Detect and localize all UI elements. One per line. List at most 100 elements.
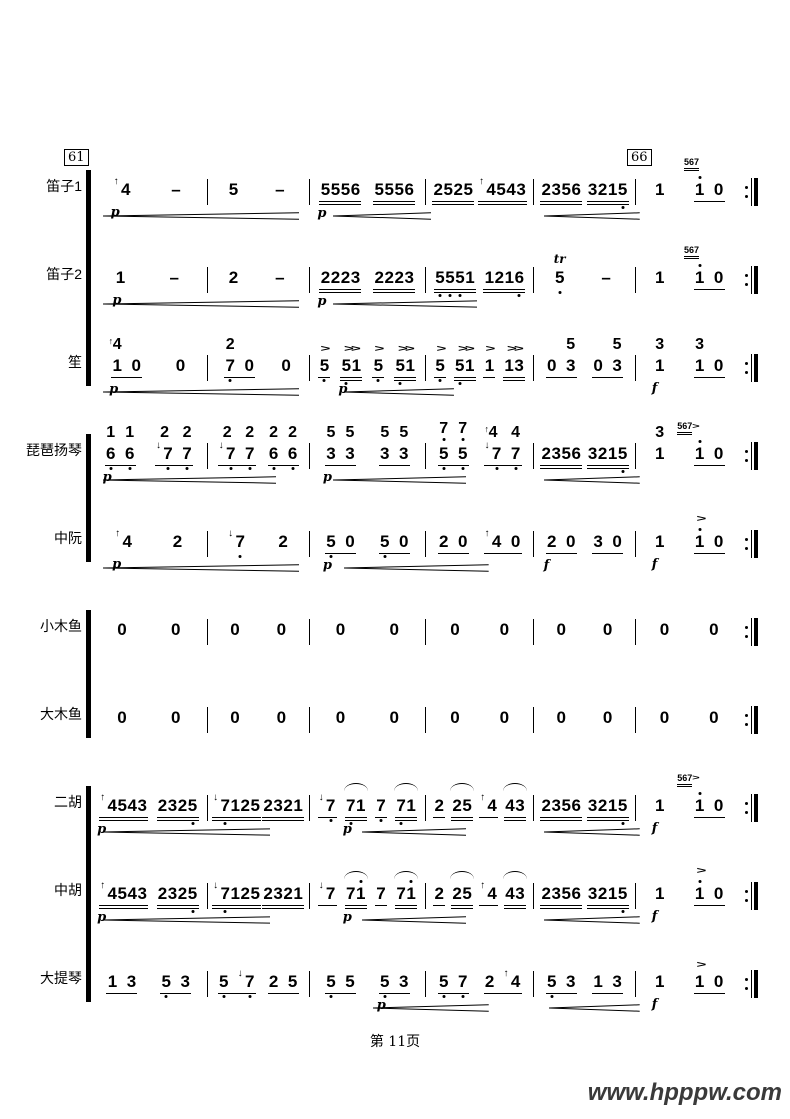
staff-line: 1 3 5 3 5 ↓ 7 2 5 5 5 5 3 p 5 7 2 ↑ 4 5 3 1 3 1 f 1 >0 [90, 938, 758, 1026]
note-digit: 2 [452, 796, 462, 815]
note-group: 0 [708, 708, 720, 728]
note: 0 [389, 620, 399, 640]
beam-line [212, 907, 262, 909]
start-barline [90, 795, 91, 821]
staff-line: 1 p –2–2 2 2 3 p 2 2 2 3 5 5 5 1 1 2 1 6 5 tr –1 1 567 0 [90, 234, 758, 322]
barline [308, 267, 310, 293]
down-arrow-ornament-icon: ↓ [228, 528, 234, 539]
beam-line [395, 907, 418, 909]
rehearsal-mark-61: 61 [64, 149, 89, 166]
grace-notes: 567 [684, 246, 700, 259]
note-digit: 2 [494, 268, 505, 287]
measure: 5 >5 1 >> p 5 >5 1 >> [310, 322, 426, 410]
beam-line [433, 291, 476, 293]
instrument-row: 琵琶扬琴 6 1 6 1 p ↓ 7 2 7 2 ↓ 7 2 7 2 6 2 6 2 3 5 3 5 p 3 5 3 5 5 7 5 7 ↓ 7 ↑ 4… [10, 410, 758, 498]
note: 0 [659, 620, 669, 640]
note: 5 [547, 972, 557, 998]
note-digit: 0 [131, 356, 141, 375]
crescendo-hairpin [362, 828, 466, 836]
barline [308, 531, 310, 557]
repeat-dots [744, 450, 748, 462]
note-digit: 5 [435, 356, 445, 382]
note-digit: 5 [340, 180, 351, 199]
thin-barline [750, 266, 752, 294]
down-arrow-ornament-icon: ↓ [218, 440, 224, 451]
beam-line [586, 203, 629, 205]
note-group: 0 [602, 708, 614, 728]
crescendo-hairpin [333, 300, 478, 308]
note-digit: 0 [171, 620, 181, 639]
note-group: 7 [374, 884, 387, 906]
measure: 5 tr – [534, 234, 635, 322]
note-digit: 3 [326, 444, 336, 463]
note-digit: 7 [220, 884, 230, 913]
note-group: 1 567 >0 [677, 422, 725, 466]
up-arrow-ornament-icon: ↑ [113, 176, 119, 187]
note-digit: 3 [587, 796, 598, 815]
note: 5 [219, 972, 229, 998]
note: 0 [131, 356, 141, 376]
octave-dot-low [461, 438, 465, 441]
repeat-end-barline [744, 794, 758, 822]
note: 0 [171, 620, 181, 640]
note-digit: 5 [345, 972, 355, 991]
octave-dot-low [322, 379, 326, 382]
note-group: ↓ 7 2 7 2 [217, 425, 256, 470]
note-digit: 3 [180, 972, 191, 991]
barline [634, 179, 636, 205]
note-group: 0 [658, 620, 670, 640]
barline [308, 795, 310, 821]
barline [206, 531, 208, 557]
beam-line [540, 907, 583, 909]
note: 0 [714, 972, 724, 992]
note-digit: 5 [373, 356, 383, 382]
instrument-row: 小木鱼 0 0 0 0 0 0 0 0 0 0 0 0 [10, 586, 758, 674]
grace-note-digits: 567 [684, 246, 700, 259]
note-digit: 2 [546, 532, 557, 551]
note-digit: 0 [389, 620, 400, 639]
instrument-label: 大木鱼 [40, 706, 82, 722]
octave-dot-low [514, 467, 518, 470]
note: ↑ 4 [113, 176, 131, 200]
note-digit: 5 [618, 884, 628, 913]
note: 5 1 >> [395, 344, 415, 385]
note: 1 > [695, 514, 706, 552]
octave-dot-low [621, 206, 625, 209]
measure: ↓ 7 1 2 5 2 3 2 1 [208, 762, 309, 850]
barline [634, 443, 636, 469]
note-digit: 0 [546, 356, 557, 375]
note-group: ↓ 7 ↑ 4 7 4 [483, 424, 522, 470]
thick-barline [754, 706, 758, 734]
dynamic-mark: p [112, 557, 122, 572]
note: ↑ 4 5 4 3 [100, 881, 147, 904]
crescendo-hairpin [103, 828, 271, 836]
instrument-row: 笙 1 ↑ 4 0 p 0 7 2 0 0 5 >5 1 >> p 5 >5 1 >> 5 >5 1 >> 1 >1 3 >> 0 3 5 0… [10, 322, 758, 410]
note-digit: 1 [484, 356, 495, 375]
note-group: 1 [654, 180, 666, 200]
octave-dot-low [398, 382, 402, 385]
note-digit: 2 [263, 884, 273, 903]
note-digit: 2 [160, 424, 169, 441]
beam-line [99, 819, 149, 821]
note: 2 [269, 972, 279, 992]
